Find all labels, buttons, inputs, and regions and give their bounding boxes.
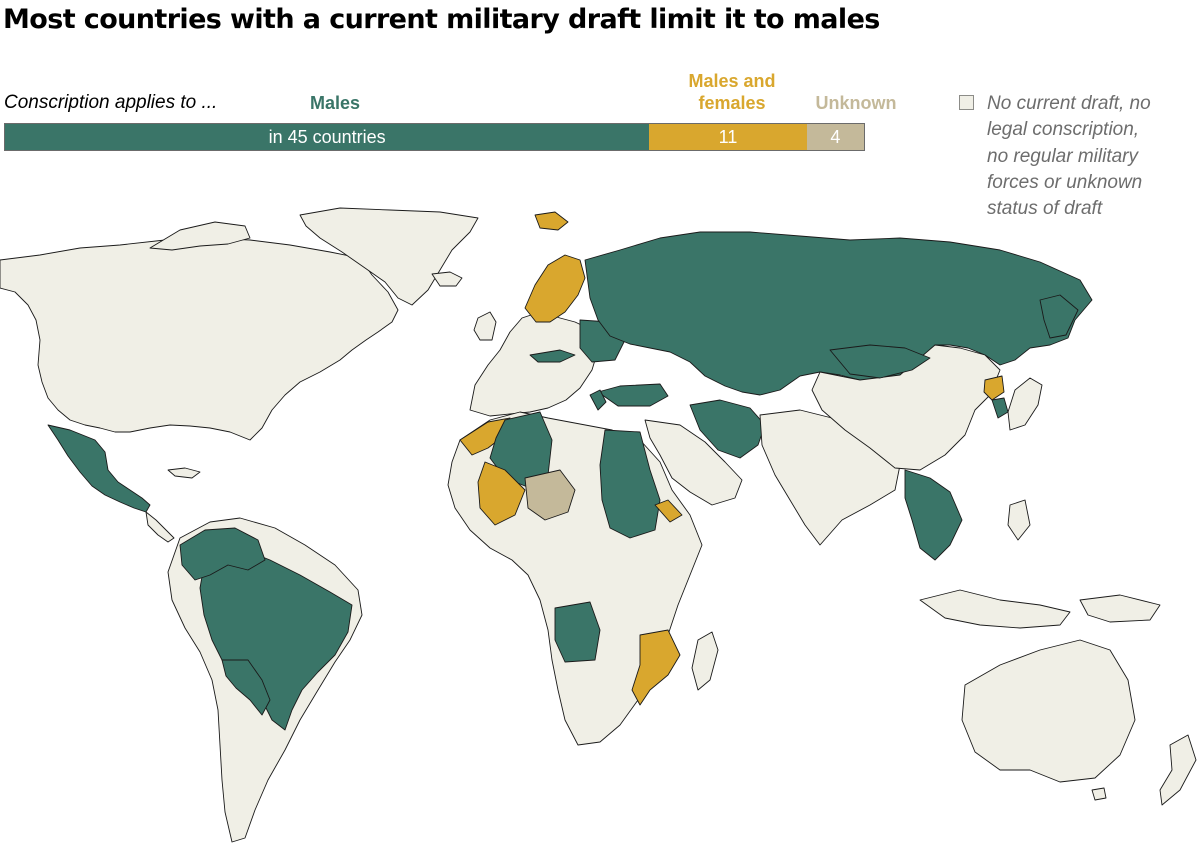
region-mongolia xyxy=(829,344,931,379)
world-map xyxy=(0,207,1197,843)
bar-segment-males-and-females: 11 xyxy=(649,124,807,150)
region-iceland xyxy=(431,271,463,287)
region-mexico xyxy=(47,424,151,513)
legend-swatch-no-draft xyxy=(959,95,974,110)
males-label: Males xyxy=(309,93,361,113)
region-australia xyxy=(961,639,1136,783)
region-egypt-sudan xyxy=(599,429,661,539)
region-brazil xyxy=(199,547,353,731)
region-japan xyxy=(1007,377,1043,431)
region-middle-east xyxy=(644,419,743,506)
males-and-females-label-line2: females xyxy=(698,93,766,113)
region-cuba xyxy=(167,467,201,479)
region-uk xyxy=(473,311,497,341)
region-madagascar xyxy=(691,631,719,691)
region-eritrea xyxy=(654,499,683,523)
bar-segment-males: in 45 countries xyxy=(5,124,650,150)
region-mozambique xyxy=(631,629,681,706)
region-russia xyxy=(584,231,1093,396)
region-south-korea xyxy=(991,397,1009,419)
legend-line: forces or unknown xyxy=(987,171,1143,193)
males-and-females-label: Males and females xyxy=(660,70,804,114)
region-turkey xyxy=(597,383,669,407)
region-bolivia-paraguay xyxy=(221,659,271,716)
region-new-guinea xyxy=(1079,594,1161,623)
region-north-korea xyxy=(983,375,1005,401)
region-greece xyxy=(589,389,607,411)
males-and-females-label-line1: Males and xyxy=(688,71,776,91)
region-china xyxy=(811,344,1001,471)
legend-line: no regular military xyxy=(987,145,1138,167)
region-southeast-asia xyxy=(904,469,963,561)
region-kamchatka xyxy=(1039,294,1079,339)
region-venezuela-colombia xyxy=(179,527,266,581)
region-philippines xyxy=(1007,499,1031,541)
bar-segment-unknown: 4 xyxy=(806,124,864,150)
region-greenland xyxy=(299,207,479,306)
region-mali xyxy=(477,461,526,526)
region-canada-islands xyxy=(149,221,251,251)
region-north-america xyxy=(0,237,399,441)
legend-line: status of draft xyxy=(987,198,1103,220)
unknown-label: Unknown xyxy=(815,93,897,113)
region-svalbard xyxy=(534,211,569,231)
region-niger-chad xyxy=(524,469,576,521)
region-iran xyxy=(689,399,766,459)
conscription-bar: in 45 countries 11 4 xyxy=(4,123,865,151)
region-indonesia xyxy=(919,589,1071,629)
chart-title: Most countries with a current military d… xyxy=(3,4,880,35)
legend-line: legal conscription, xyxy=(987,119,1140,141)
bar-intro: Conscription applies to ... xyxy=(4,92,218,113)
region-scandinavia xyxy=(524,254,586,323)
legend-text-no-draft: No current draft, no legal conscription,… xyxy=(987,91,1187,222)
region-new-zealand xyxy=(1159,734,1197,806)
region-tasmania xyxy=(1091,787,1107,801)
legend-line: No current draft, no xyxy=(987,93,1151,114)
region-austria-swiss xyxy=(529,349,576,363)
region-angola xyxy=(554,601,601,663)
region-central-america xyxy=(145,511,175,543)
